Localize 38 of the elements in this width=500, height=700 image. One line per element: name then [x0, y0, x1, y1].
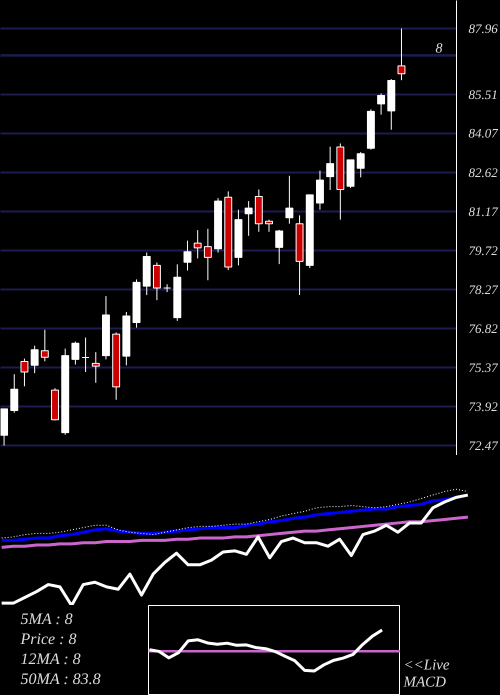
y-tick-label: 78.27 — [468, 282, 498, 297]
candlestick — [92, 352, 100, 384]
candlestick — [244, 200, 253, 236]
text: 50MA : 83.8 — [20, 671, 101, 688]
candlestick — [20, 358, 28, 387]
candlestick — [184, 240, 192, 272]
y-tick-label: 72.47 — [468, 438, 498, 454]
y-tick-label: 73.92 — [468, 399, 498, 414]
candlestick — [30, 345, 39, 374]
candlestick — [316, 170, 324, 210]
text: <<Live — [404, 658, 450, 674]
candlestick — [326, 146, 334, 191]
candlestick — [377, 92, 386, 116]
text: MACD — [402, 674, 446, 690]
text: Price : 8 — [20, 631, 76, 648]
candlestick — [204, 228, 212, 281]
candlestick — [398, 28, 406, 81]
y-tick-label: 79.72 — [468, 242, 498, 258]
candlestick — [285, 175, 294, 224]
candlestick — [356, 152, 365, 178]
y-tick-label: 87.96 — [468, 21, 498, 36]
y-tick-label: 82.62 — [468, 164, 498, 180]
y-tick-label: 85.51 — [468, 86, 498, 102]
text: 5MA : 8 — [20, 611, 73, 628]
annotation: 8 — [436, 41, 442, 56]
text: 12MA : 8 — [20, 651, 81, 668]
candlestick — [10, 374, 18, 414]
candlestick — [152, 262, 161, 301]
candlestick — [275, 229, 284, 265]
y-tick-label: 75.37 — [468, 360, 498, 375]
candlestick — [71, 341, 80, 365]
y-tick-label: 81.17 — [468, 204, 498, 219]
y-tick-label: 76.82 — [468, 320, 498, 336]
candlestick — [194, 230, 202, 259]
candlestick — [82, 337, 90, 373]
candlestick — [265, 219, 273, 232]
y-tick-label: 84.07 — [468, 126, 498, 141]
candlestick — [40, 329, 49, 362]
